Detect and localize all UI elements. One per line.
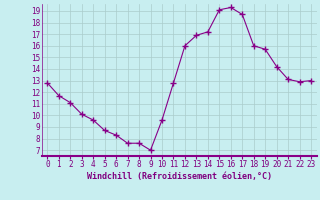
X-axis label: Windchill (Refroidissement éolien,°C): Windchill (Refroidissement éolien,°C) bbox=[87, 172, 272, 181]
